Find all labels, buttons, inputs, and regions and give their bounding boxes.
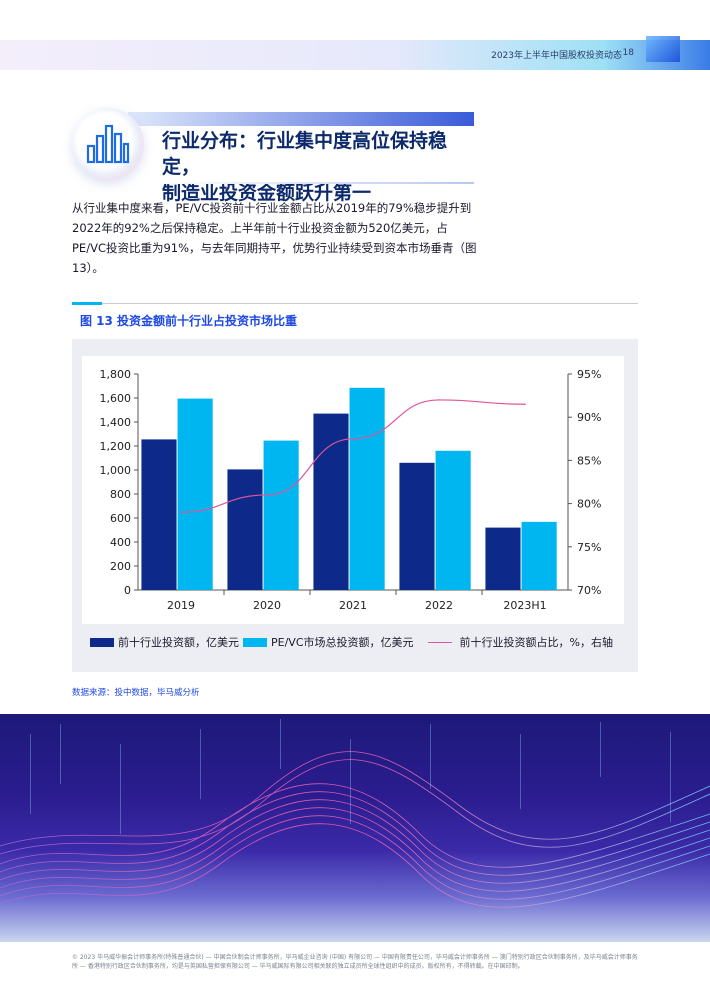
bar-total-2019 — [177, 398, 213, 590]
decorative-hero-image — [0, 714, 710, 942]
legend-label-total: PE/VC市场总投资额，亿美元 — [271, 636, 414, 649]
left-axis-tick-label: 800 — [110, 488, 131, 501]
section-title: 行业分布：行业集中度高位保持稳定， 制造业投资金额跃升第一 — [162, 128, 482, 206]
data-wave-graphic — [0, 719, 710, 908]
bar-total-2021 — [349, 387, 385, 590]
data-source: 数据来源：投中数据，毕马威分析 — [72, 688, 200, 698]
bar-top10-2022 — [399, 462, 435, 590]
section-title-line2: 制造业投资金额跃升第一 — [162, 182, 372, 204]
report-title: 2023年上半年中国股权投资动态 — [491, 51, 622, 61]
header-band — [0, 40, 710, 70]
share-point-2021 — [352, 438, 354, 440]
right-axis-tick-label: 80% — [577, 498, 601, 511]
decorative-cube — [646, 36, 680, 62]
chart-legend: 前十行业投资额，亿美元 PE/VC市场总投资额，亿美元 前十行业投资额占比，%，… — [90, 633, 630, 651]
bar-top10-2020 — [227, 469, 263, 590]
left-axis-tick-label: 1,800 — [100, 368, 132, 381]
left-axis-tick-label: 200 — [110, 560, 131, 573]
page-number: 18 — [622, 48, 634, 58]
x-axis-tick-label: 2022 — [425, 599, 453, 612]
combo-chart: 0 200 400 600 800 1,000 1,200 1,400 1,600 1,800 70… — [100, 368, 602, 612]
left-axis-tick-label: 1,200 — [100, 440, 132, 453]
share-point-2020 — [266, 494, 268, 496]
left-axis-tick-label: 1,400 — [100, 416, 132, 429]
x-axis-tick-label: 2023H1 — [503, 599, 546, 612]
legend-item-top10: 前十行业投资额，亿美元 — [90, 634, 239, 650]
title-accent-bar — [128, 112, 474, 126]
legend-swatch-total — [243, 637, 267, 647]
legend-label-share: 前十行业投资额占比，%，右轴 — [459, 636, 613, 649]
figure-rule-accent — [72, 302, 102, 305]
copyright-footer: © 2023 毕马威华振会计师事务所(特殊普通合伙) — 中国合伙制会计师事务所… — [72, 954, 638, 970]
section-title-line1: 行业分布：行业集中度高位保持稳定， — [162, 130, 448, 178]
legend-swatch-top10 — [90, 637, 114, 647]
left-axis-tick-label: 600 — [110, 512, 131, 525]
legend-item-total: PE/VC市场总投资额，亿美元 — [243, 634, 414, 650]
legend-label-top10: 前十行业投资额，亿美元 — [118, 636, 239, 649]
bar-total-2022 — [435, 450, 471, 590]
right-axis-tick-label: 70% — [577, 584, 601, 597]
share-point-2022 — [438, 399, 440, 401]
x-axis-tick-label: 2021 — [339, 599, 367, 612]
right-axis-tick-label: 95% — [577, 368, 601, 381]
legend-swatch-share — [427, 641, 452, 643]
right-axis-tick-label: 85% — [577, 454, 601, 467]
share-point-2023H1 — [524, 403, 526, 406]
left-axis-tick-label: 400 — [110, 536, 131, 549]
bar-top10-2021 — [313, 413, 349, 590]
x-axis-tick-label: 2019 — [167, 599, 195, 612]
body-paragraph: 从行业集中度来看，PE/VC投资前十行业金额占比从2019年的79%稳步提升到2… — [72, 201, 477, 275]
figure-title: 图 13 投资金额前十行业占投资市场比重 — [80, 314, 298, 328]
figure-rule — [72, 303, 638, 304]
right-axis-tick-label: 75% — [577, 541, 601, 554]
bar-top10-2019 — [141, 439, 177, 590]
left-axis-tick-label: 1,000 — [100, 464, 132, 477]
left-axis-tick-label: 0 — [124, 584, 131, 597]
bar-top10-2023H1 — [485, 527, 521, 590]
title-underline — [150, 182, 474, 184]
section-icon-badge — [72, 108, 144, 180]
bar-chart-icon — [86, 124, 130, 164]
bar-total-2020 — [263, 440, 299, 590]
bar-total-2023H1 — [521, 521, 557, 590]
x-axis-tick-label: 2020 — [253, 599, 281, 612]
share-point-2019 — [180, 511, 182, 514]
legend-item-share: 前十行业投资额占比，%，右轴 — [418, 634, 613, 650]
left-axis-tick-label: 1,600 — [100, 392, 132, 405]
right-axis-tick-label: 90% — [577, 411, 601, 424]
